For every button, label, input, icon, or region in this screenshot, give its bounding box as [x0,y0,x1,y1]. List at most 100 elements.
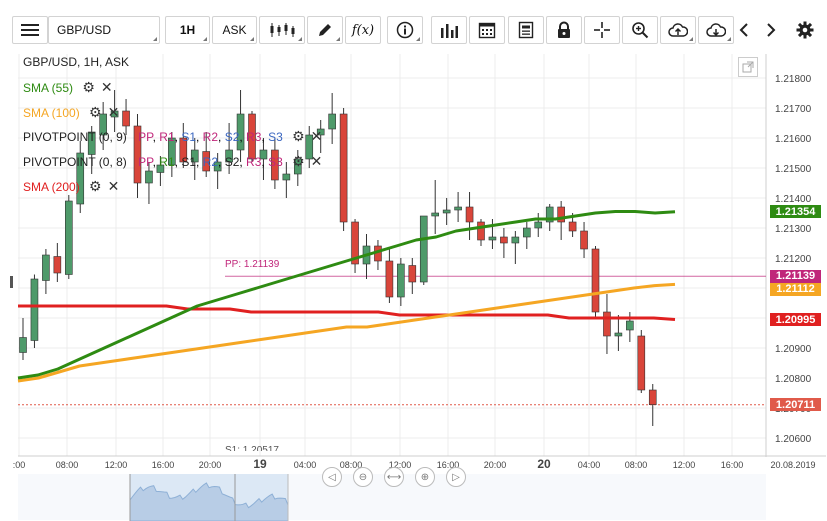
candle-up [488,236,497,241]
pivot-level: R2 [202,155,219,169]
zoom-icon [632,22,649,39]
chart-type-button[interactable] [259,16,305,44]
price-type-selector[interactable]: ASK [212,16,257,44]
close-icon[interactable]: ✕ [310,128,323,144]
settings-button[interactable] [793,16,817,44]
candle-up [431,212,440,217]
sma100-line [17,282,676,383]
calendar-icon [478,22,496,39]
candle-up [225,149,233,163]
gear-icon[interactable]: ⚙ [292,128,305,144]
lock-icon [558,21,570,38]
dropdown-corner-icon [250,37,254,41]
close-icon[interactable]: ✕ [100,79,113,95]
pivot-level: S2 [224,155,240,169]
indicator-pivotpoint-9[interactable]: PIVOTPOINT (0, 9) PP, R1, S1, R2, S2, R3… [23,128,322,145]
candle-down [648,389,657,405]
close-icon[interactable]: ✕ [310,153,323,169]
pivot-level: PP [138,155,153,169]
draw-tool-button[interactable] [307,16,343,44]
candle-up [76,152,85,205]
time-tick-label: 16:00 [721,460,744,470]
symbol-selector[interactable]: GBP/USD [48,16,160,44]
menu-button[interactable] [12,16,48,44]
dropdown-corner-icon [336,37,340,41]
indicators-button[interactable]: f(x) [345,16,381,44]
close-icon[interactable]: ✕ [107,104,120,120]
price-chart[interactable]: 1.218001.217001.216001.215001.214001.213… [0,44,827,521]
pivot-s1-label: S1: 1.20517 [225,445,279,451]
cloud-download-icon [706,23,726,37]
timeframe-selector[interactable]: 1H [165,16,210,44]
pivot-level: S1 [181,130,196,144]
candle-down [53,256,62,274]
zoom-in-button[interactable]: ⊕ [415,467,435,487]
candle-down [477,221,485,241]
gear-icon [796,21,814,39]
volume-button[interactable] [431,16,467,44]
time-tick-label: :00 [13,460,26,470]
symbol-label: GBP/USD [57,23,112,37]
gear-icon[interactable]: ⚙ [89,178,102,194]
indicator-pivotpoint-8[interactable]: PIVOTPOINT (0, 8) PP, R1, S1, R2, S2, R3… [23,153,322,170]
candle-down [500,236,508,244]
calendar-button[interactable] [469,16,505,44]
candle-up [259,149,268,160]
pivot-level: S3 [268,130,283,144]
dropdown-corner-icon [727,37,731,41]
news-button[interactable] [508,16,544,44]
fullscreen-button[interactable] [738,57,758,77]
gear-icon[interactable]: ⚙ [292,153,305,169]
pivot-level: R1 [159,155,175,169]
candle-up [30,278,39,341]
candle-down [637,335,646,391]
candle-down [408,265,417,283]
candle-down [339,113,348,223]
crosshair-button[interactable] [584,16,620,44]
lock-button[interactable] [546,16,582,44]
gear-icon[interactable]: ⚙ [82,79,95,95]
zoom-button[interactable] [622,16,658,44]
candlestick-icon [270,23,295,37]
candle-up [328,113,336,130]
pivot-price-label: 1.21139 [770,269,821,283]
candle-up [522,227,531,238]
chart-area[interactable]: 1.21800 1.21700 1.21600 1.21500 1.21400 1.213… [0,44,827,521]
scroll-left-button[interactable] [733,16,755,44]
download-button[interactable] [698,16,734,44]
pivot-level: R3 [246,155,262,169]
left-drag-handle [10,276,13,288]
candle-down [603,311,611,337]
scroll-right-button[interactable] [760,16,782,44]
function-icon: f(x) [351,22,375,38]
time-tick-label: 20:00 [484,460,507,470]
pivot-level: PP [138,130,153,144]
candle-up [156,164,165,173]
dropdown-corner-icon [416,37,420,41]
toolbar: GBP/USD 1H ASK f(x) [0,0,827,44]
indicator-label: PIVOTPOINT (0, 8) [23,155,127,169]
pivot-level: R3 [246,130,262,144]
candle-down [202,151,210,172]
indicator-label: SMA (55) [23,81,74,95]
zoom-out-button[interactable]: ⊖ [353,467,373,487]
indicator-sma-55[interactable]: SMA (55) ⚙ ✕ [23,79,113,96]
price-tick-label: 1.21700 [775,104,812,115]
dropdown-corner-icon [203,37,207,41]
scroll-back-button[interactable]: ◁ [322,467,342,487]
chevron-right-icon [767,23,776,37]
indicator-sma-200[interactable]: SMA (200) ⚙ ✕ [23,178,119,195]
candle-down [568,221,577,232]
time-tick-label: 20.08.2019 [770,460,815,470]
upload-button[interactable] [660,16,696,44]
close-icon[interactable]: ✕ [107,178,120,194]
indicator-sma-100[interactable]: SMA (100) ⚙ ✕ [23,104,119,121]
gear-icon[interactable]: ⚙ [89,104,102,120]
time-tick-label: 16:00 [152,460,175,470]
candle-down [580,230,588,250]
info-button[interactable] [387,16,423,44]
candle-down [557,206,565,223]
time-tick-label: 08:00 [340,460,363,470]
reset-view-button[interactable]: ⟷ [384,467,404,487]
scroll-forward-button[interactable]: ▷ [446,467,466,487]
